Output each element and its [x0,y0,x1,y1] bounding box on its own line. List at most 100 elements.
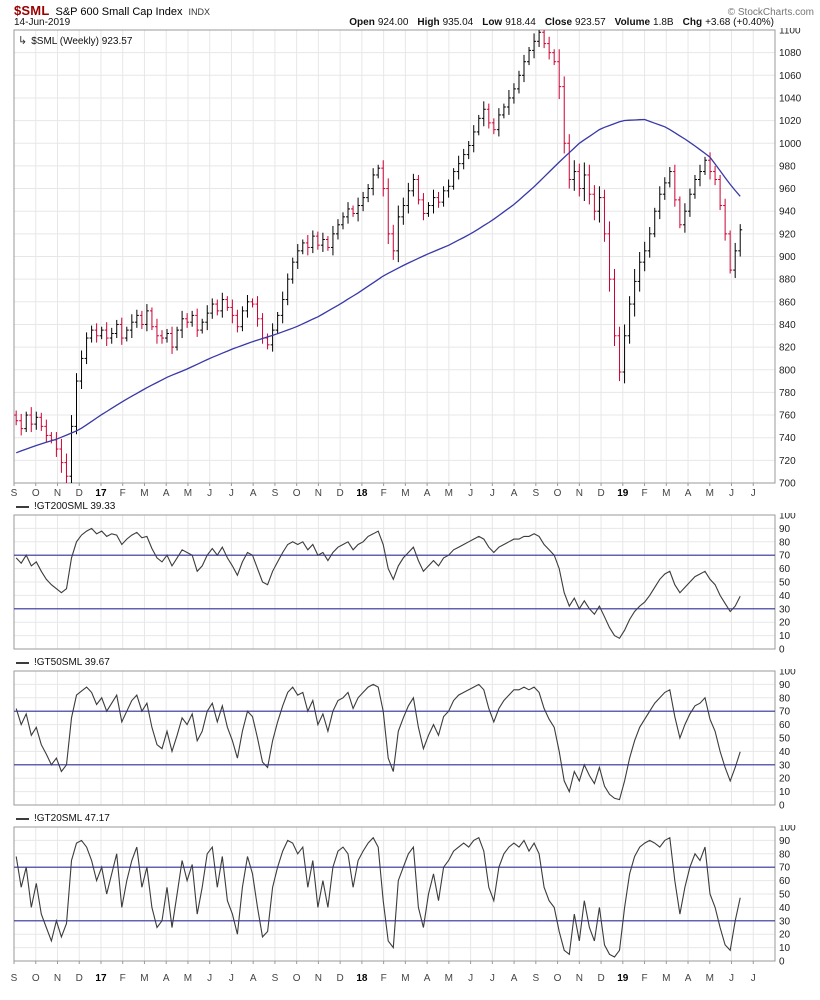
quote-low-value: 918.44 [505,17,536,28]
svg-text:100: 100 [779,825,796,834]
svg-text:900: 900 [779,252,796,263]
svg-text:17: 17 [95,973,107,984]
gt50-panel-label: !GT50SML 39.67 [16,657,110,668]
gt50-label-text: !GT50SML 39.67 [34,657,110,668]
svg-text:N: N [315,488,322,499]
svg-text:70: 70 [779,551,791,562]
svg-text:N: N [576,488,583,499]
svg-text:A: A [511,488,518,499]
svg-text:10: 10 [779,631,791,642]
svg-text:A: A [163,488,170,499]
svg-text:A: A [685,973,692,984]
svg-text:70: 70 [779,707,791,718]
svg-text:50: 50 [779,890,791,901]
svg-text:F: F [120,488,126,499]
svg-text:0: 0 [779,801,785,812]
svg-text:M: M [706,973,714,984]
price-legend: ↳ $SML (Weekly) 923.57 [18,35,132,48]
quote-change-label: Chg [682,17,703,28]
svg-text:60: 60 [779,876,791,887]
svg-text:N: N [54,488,61,499]
svg-text:J: J [490,488,495,499]
svg-text:D: D [597,488,604,499]
svg-text:F: F [641,488,647,499]
svg-text:J: J [729,973,734,984]
svg-text:60: 60 [779,720,791,731]
svg-text:J: J [229,973,234,984]
svg-text:J: J [751,488,756,499]
gt200-label-text: !GT200SML 39.33 [34,501,116,512]
svg-text:90: 90 [779,680,791,691]
svg-text:30: 30 [779,760,791,771]
svg-text:O: O [554,973,562,984]
svg-text:O: O [293,973,301,984]
svg-text:20: 20 [779,618,791,629]
svg-text:100: 100 [779,669,796,678]
gt20-panel-svg: 0 10 20 30 40 50 60 70 80 90 100 S O N D 17 F M A M J J A S O N D 1… [11,825,796,984]
svg-text:A: A [250,973,257,984]
svg-text:740: 740 [779,433,796,444]
svg-text:A: A [424,973,431,984]
quote-open: Open 924.00 [349,17,408,28]
svg-text:M: M [706,488,714,499]
quote-high: High 935.04 [417,17,473,28]
quote-low: Low 918.44 [482,17,536,28]
svg-text:F: F [381,973,387,984]
quote-high-value: 935.04 [442,17,474,28]
svg-text:960: 960 [779,184,796,195]
quote-close-value: 923.57 [575,17,606,28]
quote-open-label: Open [349,17,375,28]
svg-text:N: N [54,973,61,984]
svg-text:J: J [229,488,234,499]
quote-fields: Open 924.00 High 935.04 Low 918.44 Close 923… [349,17,774,28]
svg-text:N: N [315,973,322,984]
svg-text:D: D [76,488,83,499]
svg-text:J: J [207,488,212,499]
svg-text:100: 100 [779,513,796,522]
svg-text:S: S [11,973,18,984]
svg-text:J: J [468,488,473,499]
quote-volume-value: 1.8B [653,17,674,28]
quote-high-label: High [417,17,440,28]
gt20-panel-label: !GT20SML 47.17 [16,813,110,824]
svg-text:90: 90 [779,524,791,535]
svg-text:1020: 1020 [779,116,802,127]
svg-text:19: 19 [617,488,629,499]
svg-text:920: 920 [779,229,796,240]
quote-volume-label: Volume [614,17,651,28]
svg-text:80: 80 [779,537,791,548]
svg-text:840: 840 [779,320,796,331]
svg-text:D: D [337,973,344,984]
svg-text:M: M [445,488,453,499]
svg-text:D: D [76,973,83,984]
svg-text:860: 860 [779,297,796,308]
svg-text:10: 10 [779,787,791,798]
quote-open-value: 924.00 [377,17,409,28]
svg-text:S: S [532,488,539,499]
svg-text:M: M [140,488,148,499]
gt50-panel-svg: 0 10 20 30 40 50 60 70 80 90 100 [13,669,796,812]
gt200-panel-svg: 0 10 20 30 40 50 60 70 80 90 100 [13,513,796,656]
price-legend-icon: ↳ [18,35,28,47]
line-swatch-icon [16,817,29,820]
svg-text:0: 0 [779,645,785,656]
svg-text:1080: 1080 [779,48,802,59]
svg-text:18: 18 [356,973,368,984]
symbol-exchange: INDX [188,7,210,17]
quote-change-value: +3.68 (+0.40%) [705,17,774,28]
svg-text:S: S [11,488,18,499]
svg-text:40: 40 [779,591,791,602]
quote-low-label: Low [482,17,503,28]
svg-text:90: 90 [779,836,791,847]
svg-text:10: 10 [779,943,791,954]
quote-close: Close 923.57 [545,17,606,28]
svg-text:1000: 1000 [779,139,802,150]
svg-text:O: O [32,488,40,499]
svg-text:1040: 1040 [779,93,802,104]
svg-text:700: 700 [779,479,796,490]
svg-text:A: A [163,973,170,984]
svg-text:720: 720 [779,456,796,467]
quote-change: Chg +3.68 (+0.40%) [683,17,774,28]
svg-text:A: A [511,973,518,984]
